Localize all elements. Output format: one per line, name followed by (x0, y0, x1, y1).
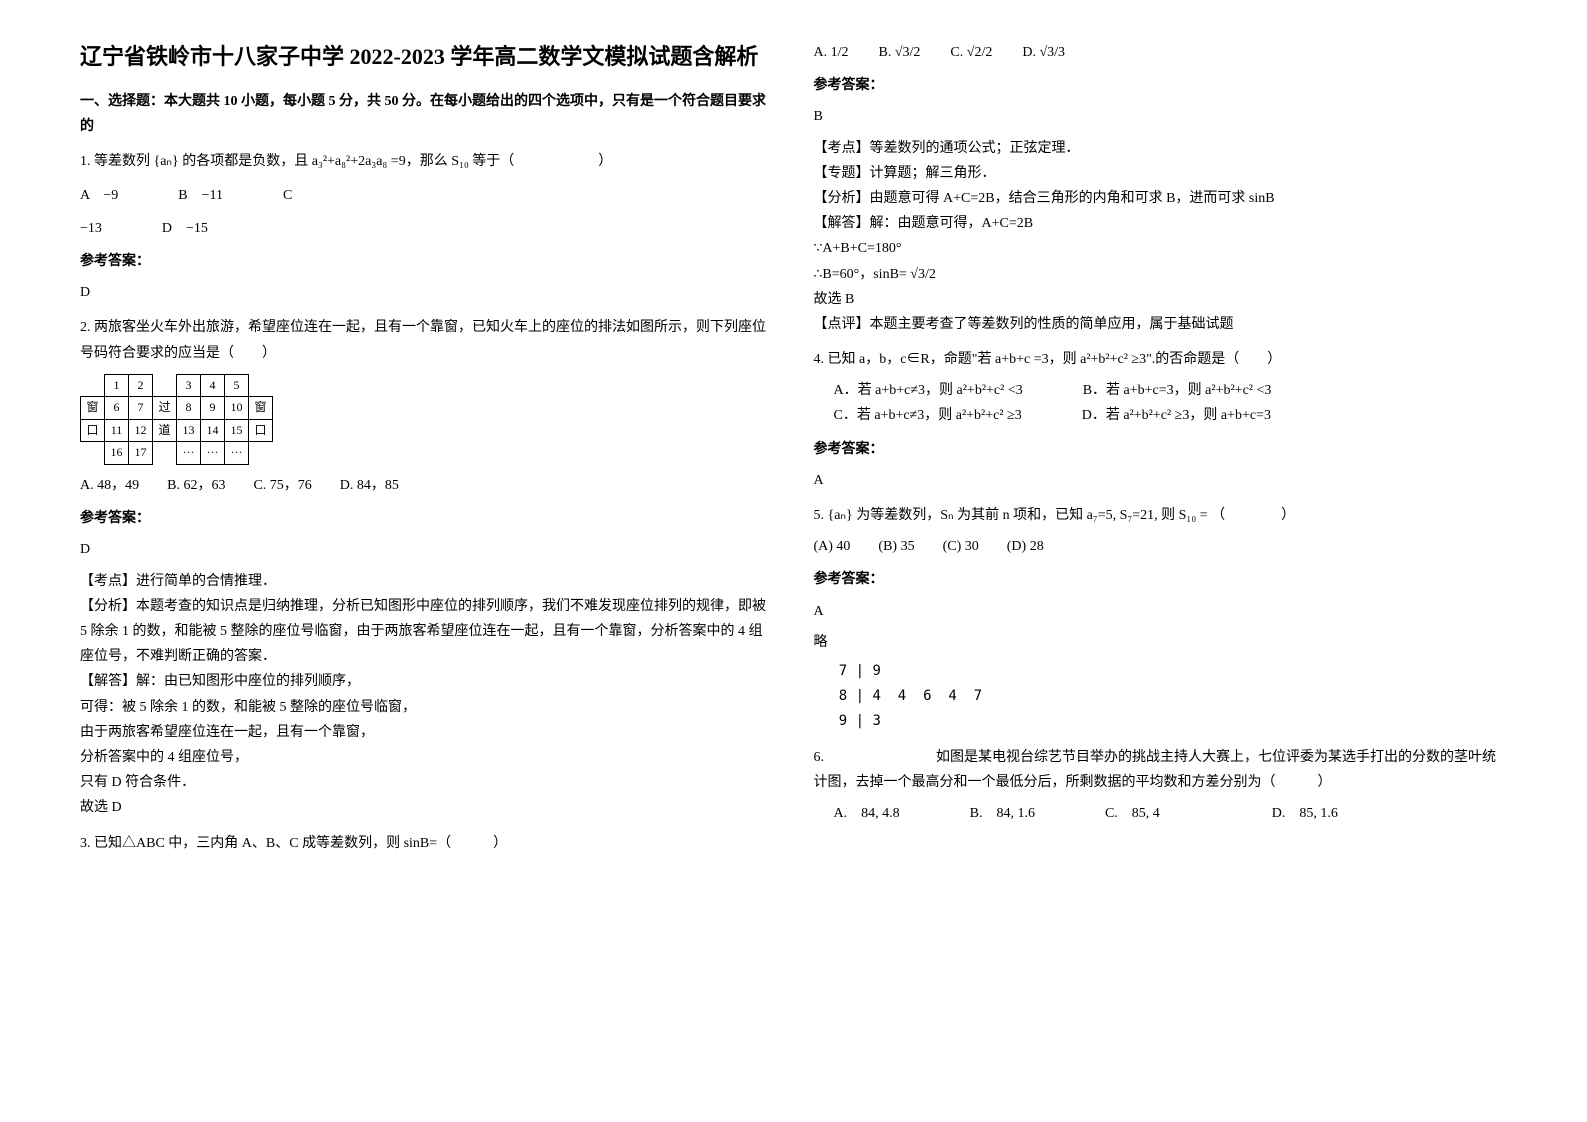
question-1: 1. 等差数列 {aₙ} 的各项都是负数，且 a₃²+a₈²+2a₃a₈ =9，… (80, 149, 774, 174)
q1-answer: D (80, 280, 774, 305)
left-column: 辽宁省铁岭市十八家子中学 2022-2023 学年高二数学文模拟试题含解析 一、… (60, 40, 794, 862)
cell: 4 (201, 374, 225, 397)
cell: 10 (225, 397, 249, 420)
cell: 14 (201, 419, 225, 442)
q3-answer-label: 参考答案： (814, 73, 1508, 98)
cell (153, 442, 177, 465)
q2-jieda6: 故选 D (80, 795, 774, 820)
q3-zhuanti: 【专题】计算题；解三角形． (814, 161, 1508, 186)
stem-leaf-plot: 7 | 9 8 | 4 4 6 4 7 9 | 3 (814, 659, 1508, 735)
q1-answer-label: 参考答案： (80, 249, 774, 274)
q3-opt-a: A. 1/2 (814, 40, 849, 65)
q2-fenxi: 【分析】本题考查的知识点是归纳推理，分析已知图形中座位的排列顺序，我们不难发现座… (80, 594, 774, 670)
cell: 过 (153, 397, 177, 420)
cell: 6 (105, 397, 129, 420)
q3-opt-c: C. √2/2 (950, 40, 992, 65)
cell: 8 (177, 397, 201, 420)
seat-table: 1 2 3 4 5 窗 6 7 过 8 9 10 窗 口 11 12 道 13 … (80, 374, 273, 465)
q3-jieda2: ∵A+B+C=180° (814, 236, 1508, 261)
q3-jieda1: 【解答】解：由题意可得，A+C=2B (814, 211, 1508, 236)
cell: 道 (153, 419, 177, 442)
q4-answer-label: 参考答案： (814, 437, 1508, 462)
q3-fenxi: 【分析】由题意可得 A+C=2B，结合三角形的内角和可求 B，进而可求 sinB (814, 186, 1508, 211)
cell: 口 (81, 419, 105, 442)
q1-opt-a: A −9 (80, 183, 118, 208)
q2-jieda4: 分析答案中的 4 组座位号， (80, 745, 774, 770)
cell (81, 442, 105, 465)
cell: 7 (129, 397, 153, 420)
cell: 3 (177, 374, 201, 397)
q5-options: (A) 40 (B) 35 (C) 30 (D) 28 (814, 534, 1508, 559)
q5-note: 略 (814, 630, 1508, 655)
q1-options-row2: −13 D −15 (80, 216, 774, 241)
q1-opt-c-prefix: C (283, 183, 292, 208)
q2-answer: D (80, 537, 774, 562)
q2-jieda5: 只有 D 符合条件． (80, 770, 774, 795)
q2-jieda3: 由于两旅客希望座位连在一起，且有一个靠窗， (80, 720, 774, 745)
cell: ··· (225, 442, 249, 465)
cell (81, 374, 105, 397)
exam-title: 辽宁省铁岭市十八家子中学 2022-2023 学年高二数学文模拟试题含解析 (80, 40, 774, 73)
q5-answer-label: 参考答案： (814, 567, 1508, 592)
cell: 9 (201, 397, 225, 420)
q2-options: A. 48，49 B. 62，63 C. 75，76 D. 84，85 (80, 473, 774, 498)
question-2: 2. 两旅客坐火车外出旅游，希望座位连在一起，且有一个靠窗，已知火车上的座位的排… (80, 315, 774, 365)
section-1-heading: 一、选择题：本大题共 10 小题，每小题 5 分，共 50 分。在每小题给出的四… (80, 89, 774, 139)
question-6: 6. 如图是某电视台综艺节目举办的挑战主持人大赛上，七位评委为某选手打出的分数的… (814, 745, 1508, 795)
q3-options: A. 1/2 B. √3/2 C. √2/2 D. √3/3 (814, 40, 1508, 65)
q4-options: A．若 a+b+c≠3，则 a²+b²+c² <3 B．若 a+b+c=3，则 … (834, 378, 1508, 428)
cell (249, 374, 273, 397)
cell: 13 (177, 419, 201, 442)
q3-jieda3: ∴B=60°，sinB= √3/2 (814, 262, 1508, 287)
q1-opt-b: B −11 (178, 183, 223, 208)
q2-jieda2: 可得：被 5 除余 1 的数，和能被 5 整除的座位号临窗， (80, 695, 774, 720)
q4-answer: A (814, 468, 1508, 493)
q2-answer-label: 参考答案： (80, 506, 774, 531)
cell: 11 (105, 419, 129, 442)
cell: 1 (105, 374, 129, 397)
cell: 16 (105, 442, 129, 465)
table-row: 16 17 ··· ··· ··· (81, 442, 273, 465)
q3-kaodian: 【考点】等差数列的通项公式；正弦定理． (814, 136, 1508, 161)
table-row: 口 11 12 道 13 14 15 口 (81, 419, 273, 442)
cell: 窗 (249, 397, 273, 420)
question-5: 5. {aₙ} 为等差数列，Sₙ 为其前 n 项和，已知 a₇=5, S₇=21… (814, 503, 1508, 528)
cell: ··· (177, 442, 201, 465)
table-row: 窗 6 7 过 8 9 10 窗 (81, 397, 273, 420)
q1-opt-c: −13 (80, 216, 102, 241)
q3-opt-d: D. √3/3 (1022, 40, 1065, 65)
q2-kaodian: 【考点】进行简单的合情推理． (80, 569, 774, 594)
cell: 5 (225, 374, 249, 397)
q3-opt-b: B. √3/2 (879, 40, 921, 65)
q4-opt-a: A．若 a+b+c≠3，则 a²+b²+c² <3 (834, 378, 1023, 403)
cell (153, 374, 177, 397)
q4-opt-c: C．若 a+b+c≠3，则 a²+b²+c² ≥3 (834, 403, 1022, 428)
cell: 2 (129, 374, 153, 397)
q1-opt-d: D −15 (162, 216, 208, 241)
cell: 口 (249, 419, 273, 442)
question-4: 4. 已知 a，b，c∈R，命题"若 a+b+c =3，则 a²+b²+c² ≥… (814, 347, 1508, 372)
cell: 17 (129, 442, 153, 465)
q4-opt-b: B．若 a+b+c=3，则 a²+b²+c² <3 (1083, 378, 1272, 403)
q4-opt-d: D．若 a²+b²+c² ≥3，则 a+b+c=3 (1082, 403, 1271, 428)
cell: 15 (225, 419, 249, 442)
q5-answer: A (814, 599, 1508, 624)
table-row: 1 2 3 4 5 (81, 374, 273, 397)
cell: ··· (201, 442, 225, 465)
cell (249, 442, 273, 465)
question-3: 3. 已知△ABC 中，三内角 A、B、C 成等差数列，则 sinB=（ ） (80, 831, 774, 856)
q3-dianping: 【点评】本题主要考查了等差数列的性质的简单应用，属于基础试题 (814, 312, 1508, 337)
q3-answer: B (814, 104, 1508, 129)
q1-options-row1: A −9 B −11 C (80, 183, 774, 208)
q2-jieda1: 【解答】解：由已知图形中座位的排列顺序， (80, 669, 774, 694)
right-column: A. 1/2 B. √3/2 C. √2/2 D. √3/3 参考答案： B 【… (794, 40, 1528, 862)
cell: 12 (129, 419, 153, 442)
cell: 窗 (81, 397, 105, 420)
q3-jieda4: 故选 B (814, 287, 1508, 312)
q6-options: A. 84, 4.8 B. 84, 1.6 C. 85, 4 D. 85, 1.… (834, 801, 1508, 826)
